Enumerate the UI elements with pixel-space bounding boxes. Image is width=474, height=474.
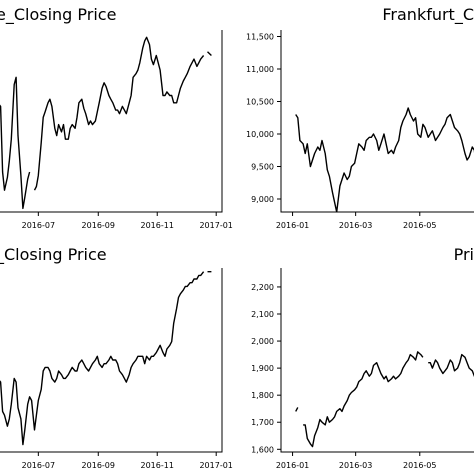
x-tick-label: 2016-01 <box>276 221 309 230</box>
chart-panel-4: Pri 2016-01 2016-03 2016-05 1,600 1,700 1,800 1… <box>251 245 474 470</box>
chart-title: Pri <box>454 245 474 264</box>
x-tick-label: 2016-01 <box>276 461 309 470</box>
chart-panel-1: e_Closing Price 2016-07 2016-09 2016-11 2017… <box>0 5 233 230</box>
y-tick-label: 2,200 <box>251 283 274 292</box>
y-tick-label: 1,800 <box>251 391 274 400</box>
x-tick-label: 2016-07 <box>22 461 55 470</box>
y-tick-label: 1,600 <box>251 445 274 454</box>
chart-title: Frankfurt_C <box>382 5 474 25</box>
chart-title: _Closing Price <box>0 245 107 265</box>
x-tick-label: 2016-03 <box>339 221 372 230</box>
x-tick-label: 2016-11 <box>141 221 174 230</box>
chart-panel-2: Frankfurt_C 2016-01 2016-03 2016-05 9,000 9,5… <box>246 5 474 230</box>
y-tick-label: 10,500 <box>246 98 274 107</box>
x-tick-label: 2016-03 <box>339 461 372 470</box>
y-tick-label: 1,700 <box>251 418 274 427</box>
chart-title: e_Closing Price <box>0 5 116 25</box>
x-tick-label: 2017-01 <box>199 221 232 230</box>
y-tick-label: 11,000 <box>246 65 274 74</box>
y-tick-label: 1,900 <box>251 364 274 373</box>
chart-panel-3: _Closing Price 2016-07 2016-09 2016-11 2017-… <box>0 245 233 470</box>
x-tick-label: 2016-05 <box>403 461 436 470</box>
series-line <box>295 351 474 448</box>
x-tick-label: 2016-07 <box>22 221 55 230</box>
series-line <box>0 271 212 446</box>
series-line <box>295 107 474 212</box>
x-tick-label: 2016-11 <box>141 461 174 470</box>
x-tick-label: 2017-01 <box>199 461 232 470</box>
y-tick-label: 10,000 <box>246 130 274 139</box>
y-tick-label: 2,000 <box>251 337 274 346</box>
x-tick-label: 2016-05 <box>403 221 436 230</box>
series-line <box>0 36 212 210</box>
x-tick-label: 2016-09 <box>82 461 115 470</box>
x-tick-label: 2016-09 <box>82 221 115 230</box>
y-tick-label: 9,500 <box>251 163 274 172</box>
y-tick-label: 2,100 <box>251 310 274 319</box>
y-tick-label: 9,000 <box>251 195 274 204</box>
y-tick-label: 11,500 <box>246 33 274 42</box>
